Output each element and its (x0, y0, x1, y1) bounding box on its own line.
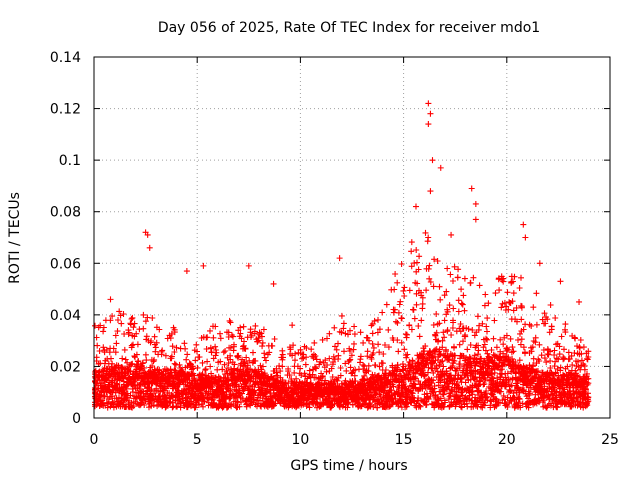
plot-frame (93, 56, 611, 419)
y-tick-label: 0.12 (50, 102, 81, 118)
x-tick-label: 25 (601, 432, 619, 448)
roti-peak-point (245, 262, 252, 269)
roti-peak-point (146, 244, 153, 251)
axis-ticks: 0 5 10 15 20 25 0 0.02 0.04 0.06 0.08 0.1 0.12 0.14 (50, 50, 619, 448)
roti-peak-point (536, 260, 543, 267)
roti-peak-point (270, 280, 277, 287)
y-tick-label: 0.02 (50, 359, 81, 375)
y-tick-label: 0.1 (59, 153, 81, 169)
x-tick-label: 20 (498, 432, 516, 448)
roti-peak-point (557, 278, 564, 285)
roti-peak-point (468, 185, 475, 192)
roti-series (92, 100, 592, 411)
x-axis-label: GPS time / hours (290, 458, 407, 474)
roti-peak-point (448, 231, 455, 238)
roti-peak-point (429, 157, 436, 164)
roti-peak-point (576, 298, 583, 305)
roti-peak-point (520, 221, 527, 228)
roti-point-cloud (92, 229, 592, 411)
x-tick-label: 5 (193, 432, 202, 448)
roti-peak-point (412, 203, 419, 210)
roti-peak-point (437, 164, 444, 171)
roti-peak-point (425, 100, 432, 107)
y-tick-label: 0.06 (50, 256, 81, 272)
x-tick-label: 0 (90, 432, 99, 448)
chart-title: Day 056 of 2025, Rate Of TEC Index for r… (158, 20, 540, 36)
roti-peak-point (107, 296, 114, 303)
roti-peak-point (472, 216, 479, 223)
x-tick-label: 10 (291, 432, 309, 448)
roti-peak-point (183, 268, 190, 275)
y-tick-label: 0 (72, 411, 81, 427)
roti-peak-point (427, 110, 434, 117)
roti-peak-point (427, 188, 434, 195)
y-axis-label: ROTI / TECUs (7, 192, 23, 284)
roti-peak-point (425, 121, 432, 128)
roti-peak-point (200, 262, 207, 269)
x-tick-label: 15 (395, 432, 413, 448)
roti-peak-point (144, 231, 151, 238)
y-tick-label: 0.14 (50, 50, 81, 66)
y-tick-label: 0.08 (50, 205, 81, 221)
roti-peak-point (522, 234, 529, 241)
roti-peak-point (472, 200, 479, 207)
roti-peak-point (289, 322, 296, 329)
roti-peak-point (336, 255, 343, 262)
y-tick-label: 0.04 (50, 308, 81, 324)
